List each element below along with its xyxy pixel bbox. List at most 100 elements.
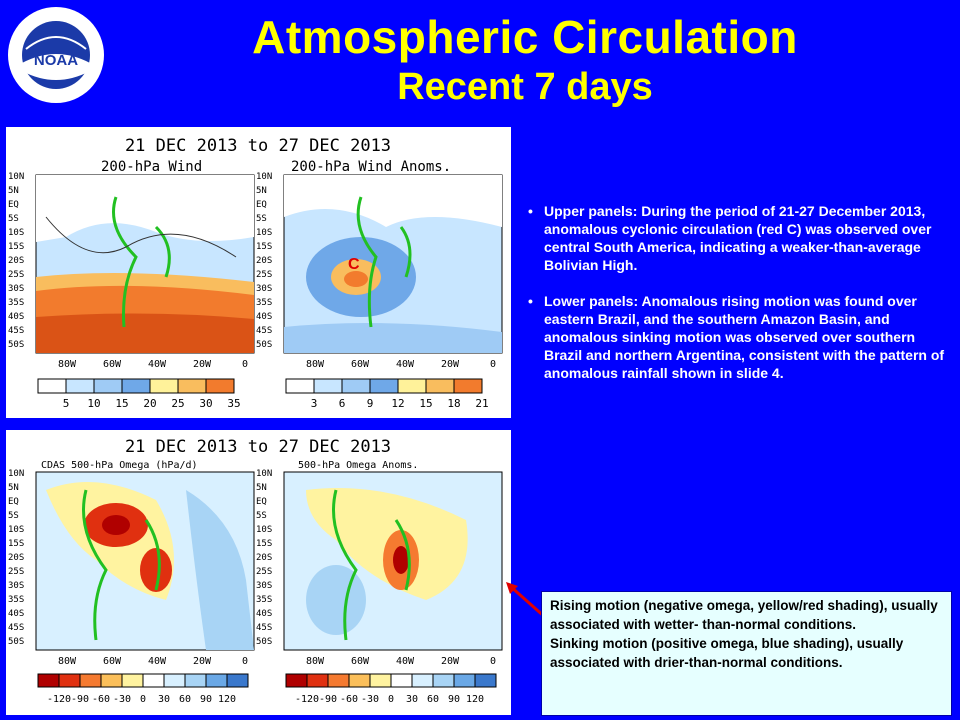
svg-text:40W: 40W	[396, 359, 415, 370]
svg-text:EQ: EQ	[8, 200, 19, 210]
svg-text:5S: 5S	[8, 214, 19, 224]
svg-text:30S: 30S	[256, 581, 272, 591]
svg-text:20W: 20W	[441, 359, 460, 370]
svg-text:50S: 50S	[8, 340, 24, 350]
svg-text:0: 0	[490, 656, 496, 667]
svg-text:80W: 80W	[306, 359, 325, 370]
svg-text:30S: 30S	[8, 284, 24, 294]
svg-text:40W: 40W	[148, 359, 167, 370]
upper-right-map: C	[283, 174, 503, 354]
svg-text:0: 0	[242, 656, 248, 667]
svg-text:10S: 10S	[8, 525, 24, 535]
svg-text:60W: 60W	[103, 359, 122, 370]
svg-text:50S: 50S	[256, 340, 272, 350]
pointer-arrow	[506, 582, 547, 620]
svg-text:80W: 80W	[58, 656, 77, 667]
upper-right-colorbar	[285, 378, 483, 394]
svg-text:80W: 80W	[58, 359, 77, 370]
svg-text:15S: 15S	[256, 539, 272, 549]
svg-text:20S: 20S	[256, 553, 272, 563]
svg-text:25S: 25S	[8, 567, 24, 577]
svg-text:-30: -30	[113, 694, 131, 705]
lower-left-colorbar	[37, 673, 249, 688]
omega-legend-note: Rising motion (negative omega, yellow/re…	[541, 591, 952, 716]
rising-motion-note: Rising motion (negative omega, yellow/re…	[550, 598, 938, 632]
svg-text:30S: 30S	[256, 284, 272, 294]
svg-text:9: 9	[367, 397, 374, 410]
svg-text:15S: 15S	[8, 539, 24, 549]
svg-text:15S: 15S	[256, 242, 272, 252]
logo-text: NOAA	[34, 52, 78, 69]
svg-text:10N: 10N	[8, 172, 24, 182]
lower-right-colorbar	[285, 673, 497, 688]
upper-lat-labels: 10N 5N EQ 5S 10S 15S 20S 25S 30S 35S 40S 45S 50S 1…	[8, 172, 272, 350]
svg-text:-60: -60	[340, 694, 358, 705]
lower-right-title: 500-hPa Omega Anoms.	[298, 460, 418, 471]
svg-text:120: 120	[218, 694, 236, 705]
upper-right-title: 200-hPa Wind Anoms.	[291, 159, 451, 175]
lower-left-title: CDAS 500-hPa Omega (hPa/d)	[41, 460, 198, 471]
svg-text:35S: 35S	[8, 298, 24, 308]
lower-lon-labels: 80W 60W 40W 20W 0 80W 60W 40W 20W 0	[58, 656, 496, 667]
svg-text:0: 0	[242, 359, 248, 370]
svg-text:45S: 45S	[256, 326, 272, 336]
svg-text:25S: 25S	[256, 270, 272, 280]
svg-text:5N: 5N	[256, 186, 267, 196]
noaa-logo: NOAA	[8, 7, 104, 103]
svg-text:60W: 60W	[351, 656, 370, 667]
svg-text:15: 15	[419, 397, 432, 410]
bullet-upper-panels: • Upper panels: During the period of 21-…	[524, 202, 948, 274]
page-subtitle: Recent 7 days	[397, 66, 653, 108]
svg-text:60: 60	[179, 694, 191, 705]
svg-text:90: 90	[448, 694, 460, 705]
svg-text:40W: 40W	[148, 656, 167, 667]
svg-text:-30: -30	[361, 694, 379, 705]
svg-text:12: 12	[391, 397, 404, 410]
svg-text:20S: 20S	[256, 256, 272, 266]
svg-text:40S: 40S	[256, 609, 272, 619]
svg-text:10N: 10N	[8, 469, 24, 479]
svg-text:40S: 40S	[8, 312, 24, 322]
svg-text:25: 25	[171, 397, 184, 410]
svg-text:10S: 10S	[256, 525, 272, 535]
upper-left-map	[35, 174, 255, 354]
summary-bullets: • Upper panels: During the period of 21-…	[524, 202, 948, 400]
svg-text:20W: 20W	[441, 656, 460, 667]
svg-text:90: 90	[200, 694, 212, 705]
svg-text:25S: 25S	[8, 270, 24, 280]
svg-text:5N: 5N	[8, 186, 19, 196]
svg-text:20W: 20W	[193, 359, 212, 370]
svg-text:-120: -120	[295, 694, 319, 705]
svg-text:10S: 10S	[256, 228, 272, 238]
svg-text:30: 30	[199, 397, 212, 410]
svg-text:21: 21	[475, 397, 488, 410]
svg-text:50S: 50S	[8, 637, 24, 647]
svg-text:18: 18	[447, 397, 460, 410]
svg-text:-90: -90	[71, 694, 89, 705]
svg-text:3: 3	[311, 397, 318, 410]
svg-text:30: 30	[158, 694, 170, 705]
upper-lon-labels: 80W 60W 40W 20W 0 80W 60W 40W 20W 0	[58, 359, 496, 370]
svg-text:30S: 30S	[8, 581, 24, 591]
bullet-glyph: •	[528, 203, 533, 219]
svg-text:EQ: EQ	[256, 497, 267, 507]
svg-text:5S: 5S	[256, 214, 267, 224]
svg-text:15S: 15S	[8, 242, 24, 252]
svg-text:50S: 50S	[256, 637, 272, 647]
svg-text:45S: 45S	[8, 623, 24, 633]
svg-text:20S: 20S	[8, 553, 24, 563]
svg-text:25S: 25S	[256, 567, 272, 577]
svg-text:35S: 35S	[256, 595, 272, 605]
svg-text:0: 0	[388, 694, 394, 705]
svg-text:-60: -60	[92, 694, 110, 705]
svg-text:5N: 5N	[256, 483, 267, 493]
lower-right-map	[283, 471, 503, 651]
svg-text:35S: 35S	[8, 595, 24, 605]
lower-right-scale: -120 -90 -60 -30 0 30 60 90 120	[295, 694, 484, 705]
svg-text:0: 0	[490, 359, 496, 370]
svg-text:40S: 40S	[8, 609, 24, 619]
svg-text:30: 30	[406, 694, 418, 705]
cyclonic-marker: C	[348, 256, 360, 273]
svg-text:60W: 60W	[351, 359, 370, 370]
lower-lat-labels: 10N 5N EQ 5S 10S 15S 20S 25S 30S 35S 40S 45S 50S 1…	[8, 469, 272, 647]
